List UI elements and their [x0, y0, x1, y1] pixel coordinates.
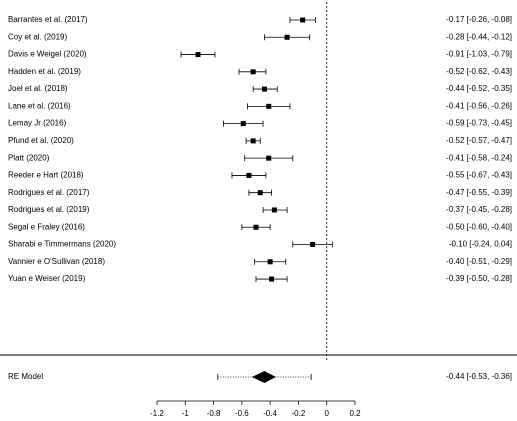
- study-label: Lemay Jr (2016): [8, 119, 67, 128]
- study-label: Pfund et al. (2020): [8, 136, 74, 145]
- study-label: Platt (2020): [8, 153, 50, 162]
- study-label: Joel et al. (2018): [8, 84, 68, 93]
- summary-value-label: -0.44 [-0.53, -0.36]: [446, 372, 512, 381]
- x-tick-label: -0.4: [263, 409, 277, 418]
- value-label: -0.52 [-0.62, -0.43]: [446, 67, 512, 76]
- value-label: -0.10 [-0.24, 0.04]: [449, 240, 512, 249]
- estimate: [250, 69, 256, 75]
- value-label: -0.59 [-0.73, -0.45]: [446, 119, 512, 128]
- value-label: -0.55 [-0.67, -0.43]: [446, 171, 512, 180]
- value-label: -0.39 [-0.50, -0.28]: [446, 274, 512, 283]
- estimate: [300, 17, 306, 23]
- estimate: [257, 190, 263, 196]
- estimate: [266, 103, 272, 109]
- summary-label: RE Model: [8, 372, 43, 381]
- estimate: [266, 155, 272, 161]
- value-label: -0.44 [-0.52, -0.35]: [446, 84, 512, 93]
- value-label: -0.37 [-0.45, -0.28]: [446, 205, 512, 214]
- value-label: -0.50 [-0.60, -0.40]: [446, 222, 512, 231]
- x-tick-label: 0.2: [349, 409, 361, 418]
- study-label: Rodrigues et al. (2017): [8, 188, 90, 197]
- estimate: [267, 259, 273, 265]
- value-label: -0.28 [-0.44, -0.12]: [446, 32, 512, 41]
- estimate: [310, 242, 316, 248]
- estimate: [195, 52, 201, 58]
- study-label: Yuan e Weiser (2019): [8, 274, 86, 283]
- study-label: Rodrigues et al. (2019): [8, 205, 90, 214]
- value-label: -0.17 [-0.26, -0.08]: [446, 15, 512, 24]
- study-label: Lane et al. (2016): [8, 101, 71, 110]
- study-label: Reeder e Hart (2018): [8, 171, 84, 180]
- estimate: [250, 138, 256, 144]
- study-label: Barrantes et al. (2017): [8, 15, 88, 24]
- study-label: Coy et al. (2019): [8, 32, 67, 41]
- estimate: [284, 34, 290, 40]
- x-tick-label: -1: [182, 409, 190, 418]
- value-label: -0.40 [-0.51, -0.29]: [446, 257, 512, 266]
- estimate: [246, 172, 252, 178]
- x-tick-label: -0.8: [207, 409, 221, 418]
- value-label: -0.41 [-0.58, -0.24]: [446, 153, 512, 162]
- study-label: Segal e Fraley (2016): [8, 222, 85, 231]
- estimate: [240, 121, 246, 127]
- study-label: Davis e Weigel (2020): [8, 50, 87, 59]
- x-tick-label: 0: [324, 409, 329, 418]
- estimate: [271, 207, 277, 213]
- summary-diamond: [251, 371, 276, 383]
- x-tick-label: -0.2: [292, 409, 306, 418]
- value-label: -0.41 [-0.56, -0.26]: [446, 101, 512, 110]
- x-tick-label: -1.2: [150, 409, 164, 418]
- study-label: Vannier e O'Sullivan (2018): [8, 257, 105, 266]
- value-label: -0.91 [-1.03, -0.79]: [446, 50, 512, 59]
- estimate: [261, 86, 267, 92]
- x-tick-label: -0.6: [235, 409, 249, 418]
- estimate: [269, 276, 275, 282]
- study-label: Sharabi e Timmermans (2020): [8, 240, 116, 249]
- estimate: [253, 224, 259, 230]
- study-label: Hadden et al. (2019): [8, 67, 81, 76]
- value-label: -0.52 [-0.57, -0.47]: [446, 136, 512, 145]
- value-label: -0.47 [-0.55, -0.39]: [446, 188, 512, 197]
